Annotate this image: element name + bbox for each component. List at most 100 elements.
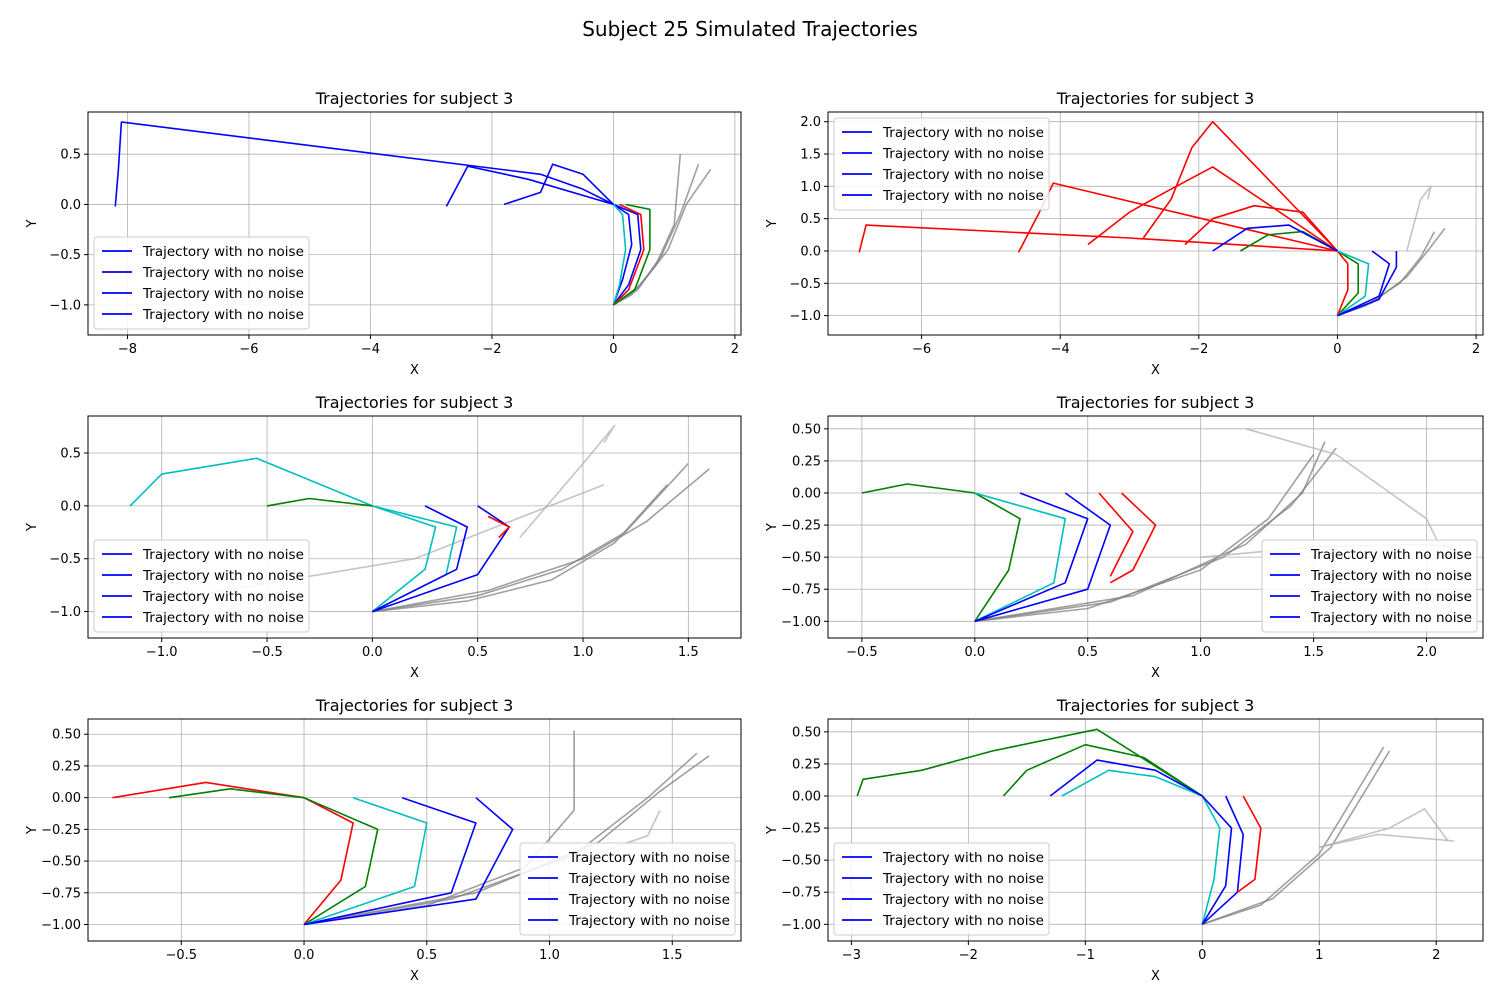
y-axis-label: Y [25, 523, 40, 532]
series-line-1 [974, 447, 1337, 623]
y-tick-label: 0.50 [792, 725, 821, 740]
series-line-7 [1061, 769, 1203, 797]
series-line-6 [503, 163, 614, 206]
legend-entry: Trajectory with no noise [1310, 568, 1472, 584]
legend-entry: Trajectory with no noise [568, 871, 730, 887]
y-tick-label: 0.25 [792, 757, 821, 772]
series-line-4 [519, 424, 616, 539]
legend-box [833, 842, 1050, 936]
x-tick-label: −4 [361, 342, 380, 357]
axes-frame [827, 415, 1484, 639]
series-line-3 [974, 441, 1326, 623]
series-line-1 [1202, 746, 1385, 926]
x-tick-label: −6 [912, 342, 931, 357]
series-line-1 [612, 163, 700, 306]
legend-entry: Trajectory with no noise [142, 568, 304, 584]
subplot-title: Trajectories for subject 3 [315, 696, 514, 715]
y-tick-label: 0.25 [792, 454, 821, 469]
legend-entry: Trajectory with no noise [568, 913, 730, 929]
y-tick-label: −1.0 [789, 309, 821, 324]
x-tick-label: 2 [1472, 342, 1480, 357]
y-tick-label: −1.00 [781, 918, 821, 933]
x-tick-label: −0.5 [251, 645, 283, 660]
x-tick-label: 0.0 [964, 645, 985, 660]
y-tick-label: −0.5 [789, 277, 821, 292]
series-line-11 [303, 797, 514, 926]
x-tick-label: −0.5 [846, 645, 878, 660]
series-line-10 [612, 203, 645, 306]
legend-entry: Trajectory with no noise [882, 146, 1044, 162]
x-tick-label: −1 [1076, 948, 1095, 963]
series-group [114, 121, 712, 306]
x-tick-label: 1.5 [1303, 645, 1324, 660]
x-tick-label: 1.0 [573, 645, 594, 660]
y-axis-label: Y [765, 826, 780, 835]
subplot-title: Trajectories for subject 3 [315, 393, 514, 412]
series-line-8 [371, 505, 437, 613]
x-tick-label: 0.5 [1077, 645, 1098, 660]
series-line-9 [612, 203, 627, 306]
y-tick-label: 1.5 [800, 148, 821, 163]
series-line-5 [445, 165, 614, 207]
series-line-11 [372, 505, 511, 613]
x-tick-label: 1.0 [539, 948, 560, 963]
series-line-4 [858, 224, 1338, 253]
axes-frame [827, 111, 1484, 336]
series-line-3 [303, 755, 710, 926]
series-line-9 [1201, 795, 1221, 925]
x-tick-label: −2 [959, 948, 978, 963]
series-line-12 [1336, 250, 1359, 317]
x-tick-label: −2 [482, 342, 501, 357]
x-tick-label: 2 [731, 342, 739, 357]
series-group [129, 424, 710, 613]
axes-frame [827, 718, 1484, 942]
y-tick-label: 0.00 [792, 789, 821, 804]
subplot-title: Trajectories for subject 3 [1056, 393, 1255, 412]
y-axis-label: Y [765, 523, 780, 532]
axes-frame [87, 415, 742, 639]
y-tick-label: 0.5 [800, 212, 821, 227]
legend-box [93, 539, 310, 633]
legend-box [519, 842, 736, 936]
series-line-10 [372, 505, 468, 613]
legend-entry: Trajectory with no noise [882, 850, 1044, 866]
series-line-7 [1142, 120, 1338, 252]
x-axis-label: X [410, 666, 419, 681]
series-line-6 [1087, 166, 1338, 252]
series-line-7 [612, 203, 633, 306]
y-axis-label: Y [25, 219, 40, 228]
y-tick-label: −1.00 [41, 918, 81, 933]
x-tick-label: 1 [1315, 948, 1323, 963]
series-line-12 [1098, 492, 1134, 577]
x-tick-label: 0 [1333, 342, 1341, 357]
subplot-title: Trajectories for subject 3 [1056, 89, 1255, 108]
x-tick-label: 0.0 [362, 645, 383, 660]
series-line-13 [1336, 250, 1370, 317]
subplot-4: −0.5 0.0 0.5 1.0 1.5 2.0 −1.00 −0.75 −0.50 −0.25 0… [765, 393, 1484, 681]
series-line-7 [266, 497, 373, 507]
x-axis-label: X [410, 363, 419, 378]
subplot-1: −8 −6 −4 −2 0 2 −1.0 −0.5 0.0 0.5 Trajectories for… [25, 89, 742, 378]
legend: Trajectory with no noise Trajectory with … [833, 117, 1050, 211]
legend-entry: Trajectory with no noise [142, 547, 304, 563]
subplots: −8 −6 −4 −2 0 2 −1.0 −0.5 0.0 0.5 Trajectories for… [25, 89, 1484, 984]
y-tick-label: 0.0 [800, 244, 821, 259]
subplot-6: −3 −2 −1 0 1 2 −1.00 −0.75 −0.50 −0.25 0.00 0.25 0.5… [765, 696, 1484, 984]
series-line-5 [112, 781, 305, 799]
x-tick-label: −3 [842, 948, 861, 963]
y-tick-label: 0.50 [52, 728, 81, 743]
subplot-title: Trajectories for subject 3 [315, 89, 514, 108]
y-tick-label: −0.50 [781, 551, 821, 566]
series-line-11 [1336, 250, 1349, 316]
series-line-9 [974, 492, 1089, 623]
y-tick-label: 2.0 [800, 115, 821, 130]
legend-entry: Trajectory with no noise [1310, 610, 1472, 626]
x-tick-label: −4 [1051, 342, 1070, 357]
series-line-11 [1201, 795, 1244, 925]
y-tick-label: −0.50 [781, 854, 821, 869]
series-line-4 [1319, 833, 1454, 849]
series-line-6 [168, 788, 305, 799]
legend-entry: Trajectory with no noise [1310, 547, 1472, 563]
legend: Trajectory with no noise Trajectory with … [93, 236, 310, 330]
